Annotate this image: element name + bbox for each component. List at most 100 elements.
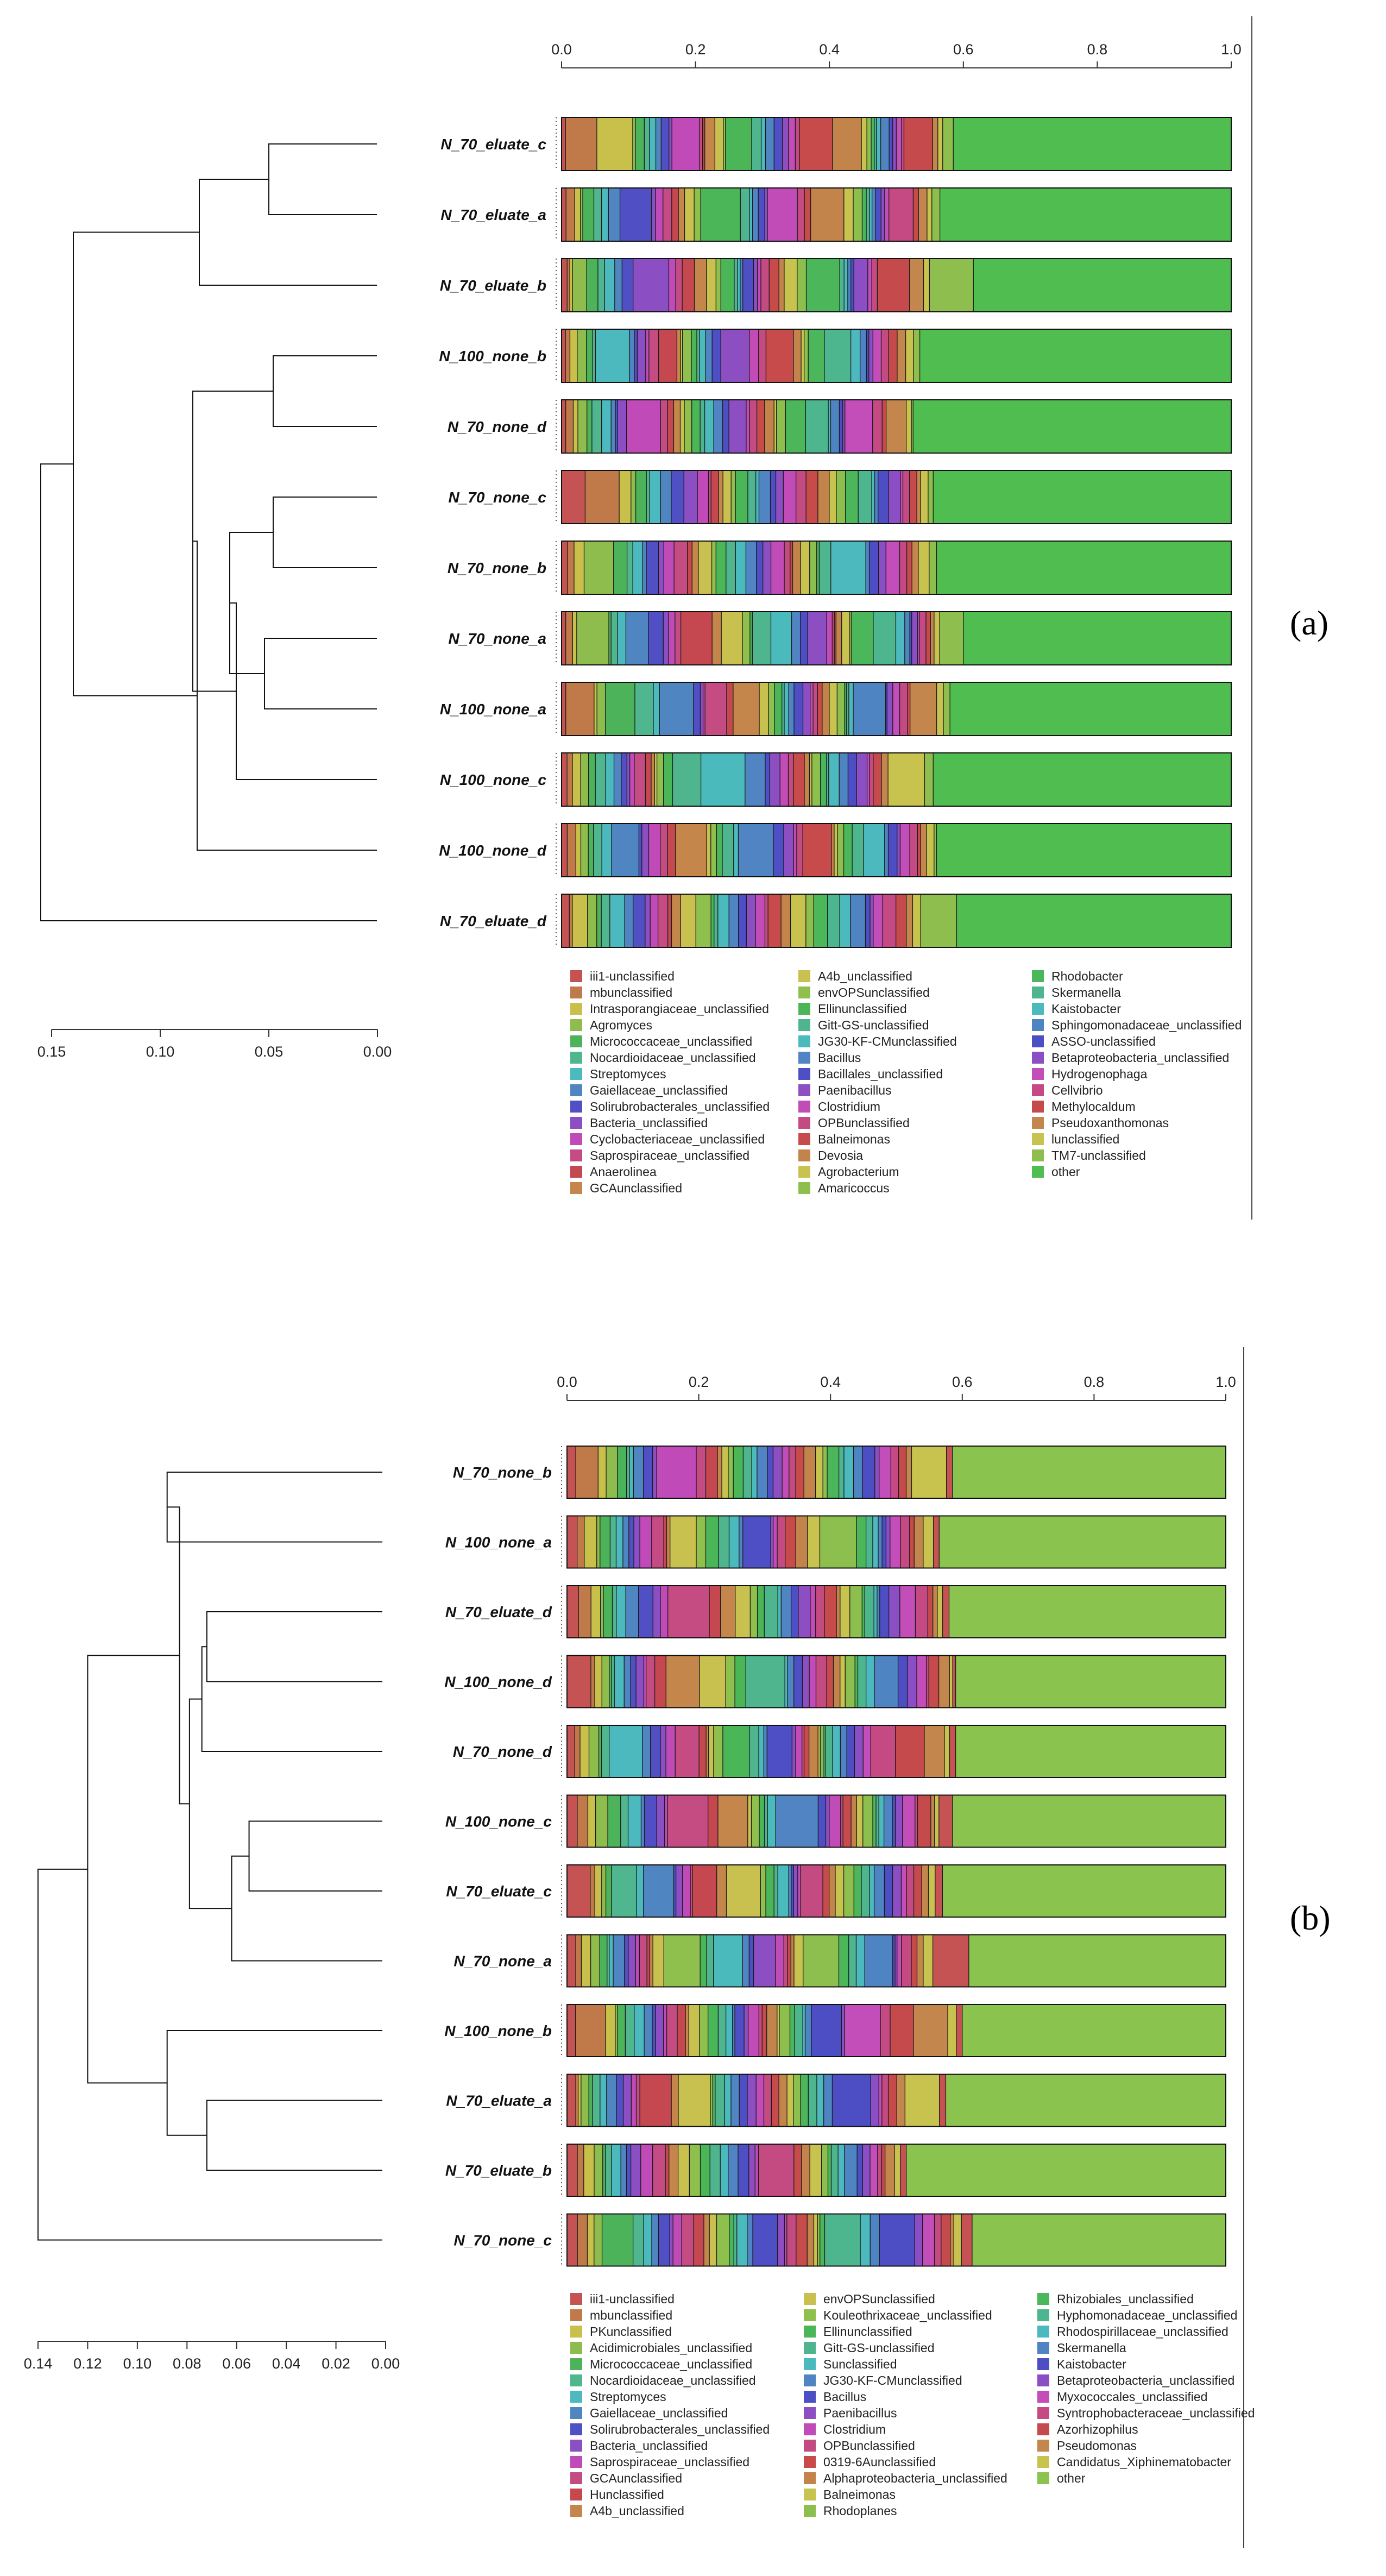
legend-swatch [798,1003,810,1015]
bar-segment [817,1794,827,1848]
bar-segment [596,117,633,171]
bar-segment [566,1515,578,1569]
bar-segment [699,1655,726,1708]
bar-segment [749,187,753,242]
legend-swatch [570,1133,582,1145]
bar-segment [878,541,886,595]
panel-a: 0.0 0.2 0.4 0.6 0.8 1.0 N_70_eluate_c N_70_elua… [37,16,1328,1220]
bar-segment [853,187,863,242]
bar-segment [665,1655,700,1708]
legend-swatch [1037,2407,1049,2419]
bar-segment [601,823,612,877]
bar-segment [911,611,918,665]
bar-segment [608,611,612,665]
bar-segment [832,1725,841,1778]
bar-segment [656,1794,665,1848]
bar-segment [749,611,753,665]
legend-item: Gaiellaceae_unclassified [570,1083,728,1097]
bar-segment [850,1794,857,1848]
bar-segment [577,2144,584,2197]
bar-N_100_none_c: N_100_none_c [445,1794,1226,1848]
bar-segment [786,2074,794,2127]
legend-item: Skermanella [1032,985,1121,1000]
bar-segment [561,541,568,595]
bar-segment [881,399,887,454]
bar-segment [767,1794,776,1848]
bar-segment [669,2213,673,2267]
bar-segment [827,1446,840,1499]
bar-segment [931,187,941,242]
bar-segment [587,1794,596,1848]
bar-segment [649,117,657,171]
bar-segment [668,611,676,665]
legend-swatch [804,2456,816,2468]
bar-segment [708,1725,714,1778]
bar-segment [575,823,582,877]
bar-segment [744,2004,749,2057]
bar-segment [698,541,713,595]
bar-segment [614,258,622,312]
legend-swatch [570,2326,582,2338]
bar-segment [813,894,828,948]
legend-item: Betaproteobacteria_unclassified [1032,1051,1229,1065]
legend-swatch [1037,2472,1049,2484]
bar-segment [717,894,729,948]
bar-segment [586,258,598,312]
legend-swatch [570,1019,582,1031]
legend-item: Gitt-GS-unclassified [798,1018,929,1032]
bar-segment [728,894,739,948]
bar-segment [876,117,881,171]
bar-segment [801,329,805,383]
legend-item: Sphingomonadaceae_unclassified [1032,1018,1242,1032]
bar-segment [597,258,605,312]
bar-segment [733,823,739,877]
bar-segment [803,1934,840,1988]
legend-item: lunclassified [1032,1132,1119,1146]
bar-segment [733,1446,744,1499]
bar-segment [778,2074,788,2127]
bar-segment-other [973,258,1232,312]
bar-segment [641,823,650,877]
legend-item: Clostridium [798,1099,880,1114]
bar-segment [791,611,801,665]
legend-item: Sunclassified [804,2357,897,2371]
legend-swatch [798,1052,810,1064]
legend-item: OPBunclassified [804,2439,915,2453]
bar-segment [745,1655,785,1708]
bar-segment [720,329,750,383]
bar-segment [594,682,597,736]
bar-segment [605,752,615,807]
legend-item: Anaerolinea [570,1165,657,1179]
bar-segment [777,1864,789,1918]
legend-swatch [804,2374,816,2386]
bar-segment [619,470,632,524]
bar-segment [795,1725,803,1778]
bar-segment [740,187,750,242]
bar-segment [811,752,821,807]
bar-segment [624,894,634,948]
bar-segment [755,470,760,524]
legend-label: Sunclassified [823,2357,897,2371]
bar-segment [610,399,616,454]
bar-segment [632,117,636,171]
bar-segment [763,1725,767,1778]
bar-segment [787,1655,795,1708]
dendrogram-branch [37,1868,382,2241]
bar-segment [593,823,602,877]
bar-segment [808,2074,817,2127]
bar-segment [728,399,747,454]
legend-swatch [570,2440,582,2452]
bar-segment [611,2144,621,2197]
legend-label: Hyphomonadaceae_unclassified [1057,2308,1237,2322]
bar-segment [842,399,846,454]
bar-segment [711,541,717,595]
bar-segment [832,117,862,171]
bar-segment [888,329,898,383]
bar-segment [575,2074,579,2127]
bar-segment [782,1446,790,1499]
bar-segment [934,1794,940,1848]
legend-item: Pseudoxanthomonas [1032,1116,1169,1130]
bar-segment [810,682,814,736]
bar-segment [937,1585,943,1638]
bar-segment [846,1725,855,1778]
